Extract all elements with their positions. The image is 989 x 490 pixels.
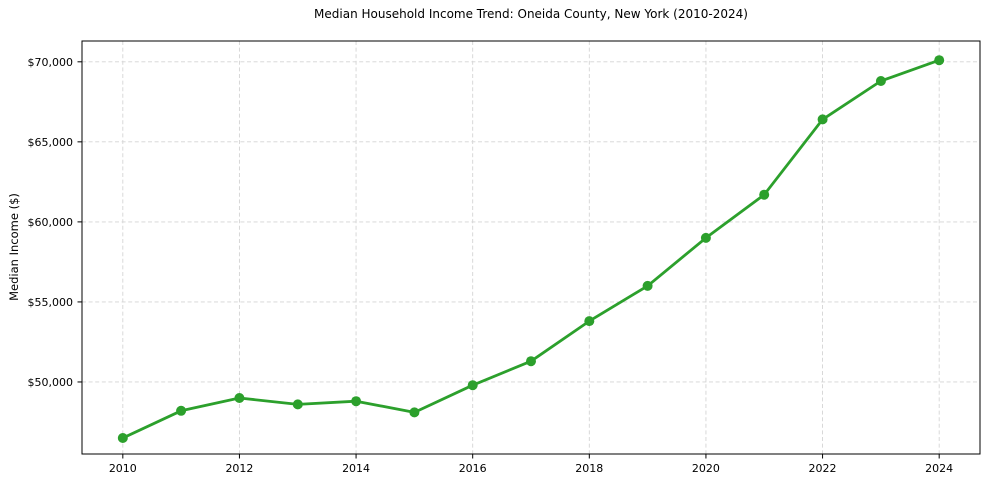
data-point-2019 bbox=[642, 280, 653, 291]
x-tick-label: 2012 bbox=[225, 462, 253, 475]
y-tick-label: $65,000 bbox=[28, 136, 74, 149]
data-point-2016 bbox=[467, 380, 478, 391]
x-tick-label: 2016 bbox=[459, 462, 487, 475]
x-tick-label: 2014 bbox=[342, 462, 370, 475]
data-point-2024 bbox=[934, 55, 945, 66]
y-tick-label: $60,000 bbox=[28, 216, 74, 229]
data-point-2012 bbox=[234, 393, 245, 403]
y-tick-label: $70,000 bbox=[28, 56, 74, 69]
data-point-2018 bbox=[584, 316, 595, 327]
x-tick-label: 2020 bbox=[692, 462, 720, 475]
plot-area bbox=[82, 41, 980, 454]
y-axis-label: Median Income ($) bbox=[7, 193, 21, 301]
data-point-2020 bbox=[700, 232, 711, 243]
data-point-2010 bbox=[117, 433, 128, 443]
data-point-2013 bbox=[292, 399, 303, 410]
data-point-2022 bbox=[817, 114, 828, 125]
chart-title: Median Household Income Trend: Oneida Co… bbox=[314, 7, 748, 21]
y-tick-label: $50,000 bbox=[28, 376, 74, 389]
data-point-2015 bbox=[409, 407, 420, 418]
data-point-2014 bbox=[351, 396, 362, 407]
x-tick-label: 2018 bbox=[575, 462, 603, 475]
data-point-2017 bbox=[526, 356, 536, 367]
y-tick-label: $55,000 bbox=[28, 296, 74, 309]
data-point-2011 bbox=[176, 405, 187, 416]
axes-border bbox=[81, 40, 981, 455]
data-point-2023 bbox=[875, 76, 886, 86]
x-tick-label: 2022 bbox=[809, 462, 837, 475]
data-point-2021 bbox=[759, 189, 770, 200]
x-tick-label: 2024 bbox=[925, 462, 953, 475]
x-tick-label: 2010 bbox=[109, 462, 137, 475]
